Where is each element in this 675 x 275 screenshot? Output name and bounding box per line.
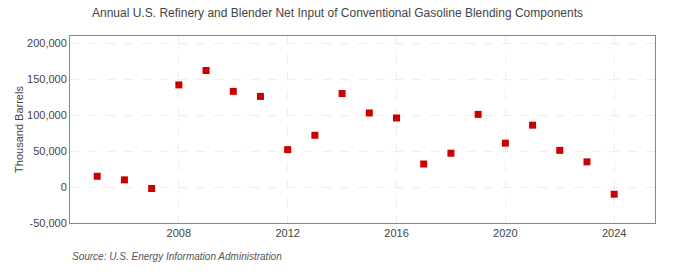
svg-text:Annual U.S. Refinery and Blend: Annual U.S. Refinery and Blender Net Inp… bbox=[92, 6, 583, 20]
svg-text:2016: 2016 bbox=[384, 227, 408, 239]
svg-text:-50,000: -50,000 bbox=[29, 217, 66, 229]
svg-text:150,000: 150,000 bbox=[27, 73, 67, 85]
svg-text:2008: 2008 bbox=[167, 227, 191, 239]
svg-text:2012: 2012 bbox=[275, 227, 299, 239]
svg-text:2024: 2024 bbox=[602, 227, 626, 239]
svg-text:0: 0 bbox=[61, 181, 67, 193]
svg-text:200,000: 200,000 bbox=[27, 37, 67, 49]
svg-text:100,000: 100,000 bbox=[27, 109, 67, 121]
svg-text:50,000: 50,000 bbox=[33, 145, 67, 157]
svg-text:Source: U.S. Energy Informatio: Source: U.S. Energy Information Administ… bbox=[72, 251, 282, 262]
svg-text:2020: 2020 bbox=[493, 227, 517, 239]
svg-text:Thousand Barrels: Thousand Barrels bbox=[13, 86, 25, 173]
